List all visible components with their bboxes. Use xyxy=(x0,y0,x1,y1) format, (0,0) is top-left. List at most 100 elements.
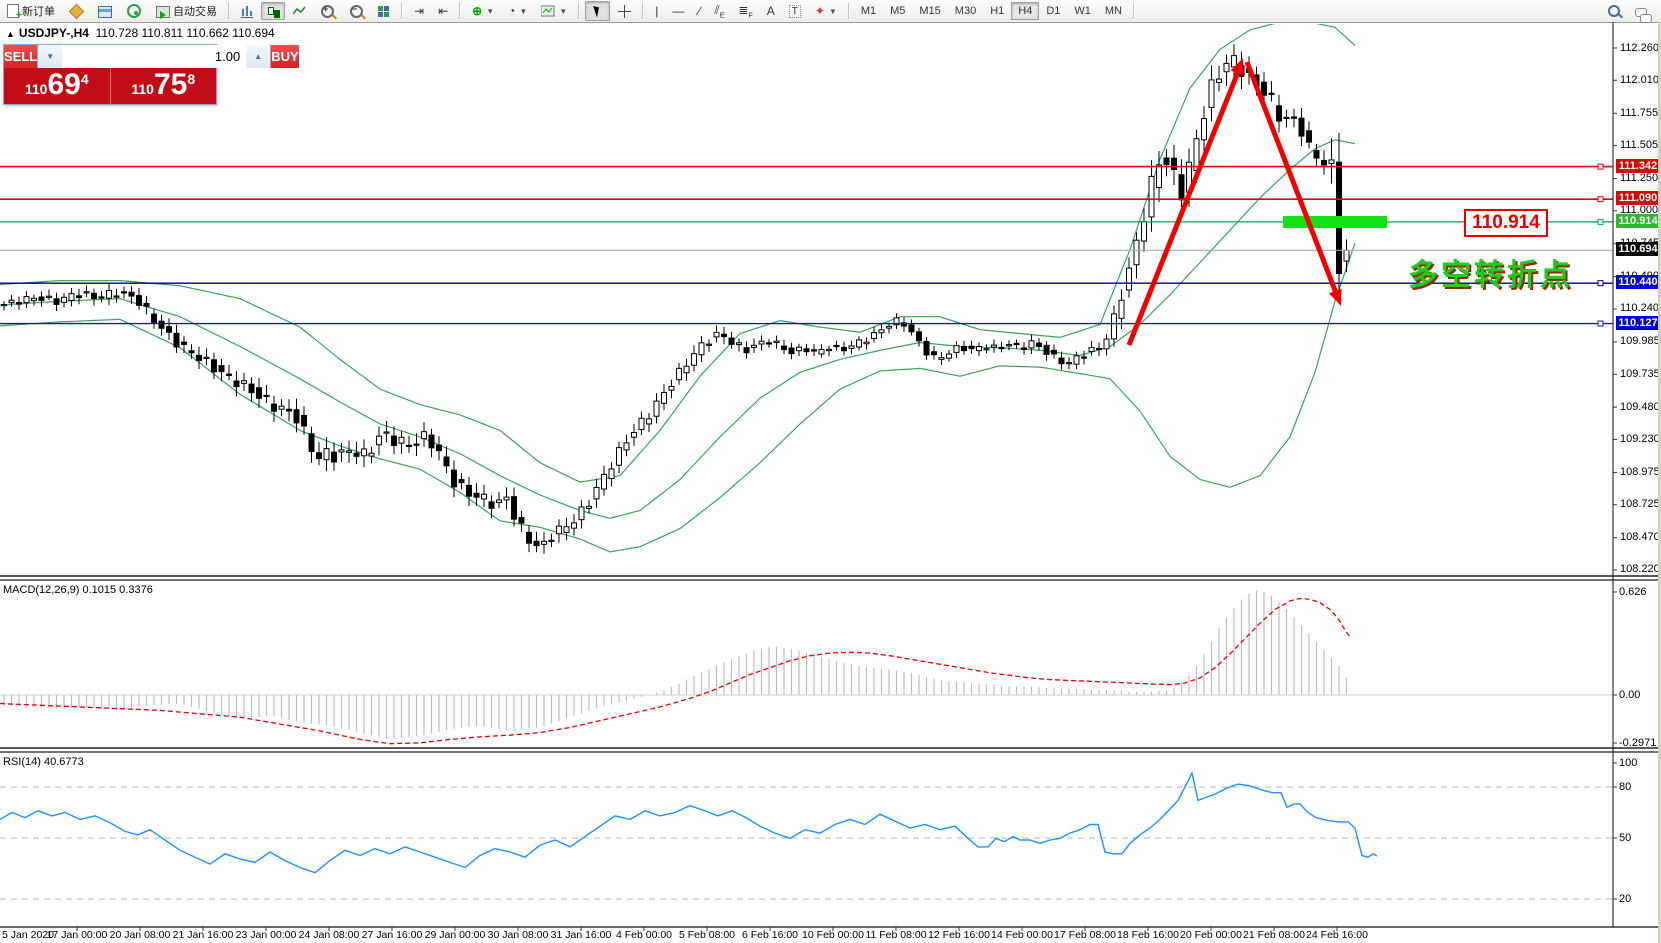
time-tick-label: 21 Jan 16:00 xyxy=(172,929,234,941)
trend-arrow-up[interactable] xyxy=(1126,71,1241,346)
dropdown-arrow-icon: ▼ xyxy=(486,6,495,16)
hline-marker[interactable] xyxy=(1597,163,1604,170)
price-callout-label[interactable]: 110.914 xyxy=(1464,209,1548,237)
zoom-out-icon: − xyxy=(350,4,363,18)
zoom-in-button[interactable]: + xyxy=(314,1,341,22)
time-tick-label: 4 Feb 00:00 xyxy=(615,929,673,941)
macd-signal-line xyxy=(0,597,1351,745)
auto-trading-icon xyxy=(156,6,170,19)
templates-button[interactable]: ▼ xyxy=(535,1,573,21)
cursor-tool-button[interactable] xyxy=(585,1,611,21)
hline-marker[interactable] xyxy=(1597,320,1604,327)
hline-marker[interactable] xyxy=(1597,218,1604,225)
candle-chart-button[interactable] xyxy=(261,2,285,20)
timeframe-h1-button[interactable]: H1 xyxy=(990,5,1005,17)
auto-scroll-icon: ⇥ xyxy=(414,4,425,18)
support-zone-bar[interactable] xyxy=(1283,216,1387,228)
sell-price[interactable]: 110 69 4 xyxy=(4,68,111,104)
line-chart-button[interactable] xyxy=(287,2,312,20)
new-order-label: 新订单 xyxy=(22,6,55,18)
price-tick-label: 109.735 xyxy=(1620,367,1660,380)
time-tick-label: 20 Jan 08:00 xyxy=(109,929,171,941)
signals-button[interactable] xyxy=(120,0,148,22)
vertical-line-icon: | xyxy=(655,4,659,18)
price-tick-label: 111.250 xyxy=(1620,171,1659,184)
time-tick-label: 20 Feb 00:00 xyxy=(1180,929,1242,941)
volume-input[interactable] xyxy=(62,45,247,68)
chevron-up-icon: ▲ xyxy=(254,52,263,61)
time-tick-label: 27 Jan 16:00 xyxy=(361,929,423,941)
chart-shift-button[interactable]: ⇤ xyxy=(432,1,454,21)
timeframe-m30-button[interactable]: M30 xyxy=(954,5,977,17)
indicator-tick-label: 0.00 xyxy=(1619,689,1641,701)
crosshair-tool-button[interactable] xyxy=(612,2,637,21)
timeframe-m15-button[interactable]: M15 xyxy=(919,5,941,17)
rsi-line xyxy=(0,770,1378,874)
hline-marker[interactable] xyxy=(1597,196,1604,203)
timeframe-mn-button[interactable]: MN xyxy=(1104,5,1122,17)
price-badge-110.127: 110.127 xyxy=(1616,315,1660,330)
sell-button[interactable]: SELL xyxy=(4,45,38,68)
time-tick-label: 30 Jan 08:00 xyxy=(487,929,549,941)
indicators-icon: ⊕ xyxy=(472,4,483,18)
auto-scroll-button[interactable]: ⇥ xyxy=(408,1,430,21)
zoom-out-button[interactable]: − xyxy=(343,1,370,22)
text-label-tool-button[interactable]: T xyxy=(783,2,807,21)
price-tick-label: 109.230 xyxy=(1620,432,1660,445)
search-button[interactable] xyxy=(1601,1,1627,21)
indicators-button[interactable]: ⊕ ▼ xyxy=(466,1,500,21)
time-tick-label: 10 Feb 00:00 xyxy=(802,929,864,941)
timeframe-m1-button[interactable]: M1 xyxy=(860,5,877,17)
chat-button[interactable] xyxy=(1629,3,1653,23)
volume-stepper: ▼ ▲ xyxy=(37,45,272,68)
bollinger-lower-band xyxy=(0,242,1356,553)
vline-tool-button[interactable]: | xyxy=(649,1,664,21)
toolbar-separator xyxy=(642,3,645,19)
crosshair-icon xyxy=(618,4,632,18)
tile-windows-button[interactable] xyxy=(372,2,396,20)
volume-decrease-button[interactable]: ▼ xyxy=(38,45,63,68)
trendline-tool-button[interactable]: ∕ xyxy=(692,1,706,21)
market-watch-button[interactable] xyxy=(92,1,118,21)
buy-price[interactable]: 110 75 8 xyxy=(111,68,217,104)
window-edge xyxy=(1658,22,1661,943)
timeframe-d1-button[interactable]: D1 xyxy=(1046,5,1061,17)
trend-arrow-up-head xyxy=(1230,58,1244,76)
toolbar-separator xyxy=(459,3,462,19)
timeframe-h4-button[interactable]: H4 xyxy=(1011,2,1040,20)
timeframe-w1-button[interactable]: W1 xyxy=(1074,5,1091,17)
trendline-icon: ∕ xyxy=(698,4,701,18)
buy-price-figure: 110 xyxy=(131,81,154,97)
text-tool-button[interactable]: A xyxy=(761,1,781,21)
zoom-in-icon: + xyxy=(321,4,334,18)
time-tick-label: 21 Feb 08:00 xyxy=(1243,929,1305,941)
arrows-tool-button[interactable]: ✦ ▼ xyxy=(809,1,843,21)
price-tick-label: 111.000 xyxy=(1620,204,1659,217)
price-badge-110.914: 110.914 xyxy=(1616,213,1660,228)
price-tick-label: 108.470 xyxy=(1620,531,1660,544)
sell-price-pips: 69 xyxy=(47,68,81,101)
arrows-icon: ✦ xyxy=(814,4,825,18)
volume-increase-button[interactable]: ▲ xyxy=(246,45,271,68)
toolbar-separator xyxy=(1133,3,1135,19)
macd-label: MACD(12,26,9) 0.1015 0.3376 xyxy=(3,584,153,596)
auto-trading-button[interactable]: 自动交易 xyxy=(150,0,223,22)
channel-tool-button[interactable]: ⫽E xyxy=(708,0,730,22)
periods-button[interactable]: ◔ ▼ xyxy=(502,1,533,21)
hline-tool-button[interactable]: — xyxy=(666,1,690,21)
price-tick-label: 111.505 xyxy=(1620,139,1659,152)
bar-chart-button[interactable] xyxy=(235,2,259,21)
time-tick-label: 6 Feb 16:00 xyxy=(741,929,799,941)
toolbar-separator xyxy=(228,3,230,19)
trend-arrow-down[interactable] xyxy=(1244,61,1339,294)
new-order-button[interactable]: 新订单 xyxy=(1,0,61,22)
indicator-tick-label: 0.626 xyxy=(1619,586,1647,598)
sell-price-point: 4 xyxy=(80,71,89,87)
price-tick-label: 109.480 xyxy=(1620,400,1660,413)
buy-button[interactable]: BUY xyxy=(271,45,299,68)
time-tick-label: 24 Feb 16:00 xyxy=(1306,929,1368,941)
fibonacci-tool-button[interactable]: ≣F xyxy=(732,0,758,22)
timeframe-m5-button[interactable]: M5 xyxy=(890,5,906,17)
hline-marker[interactable] xyxy=(1597,280,1604,287)
turning-point-text[interactable]: 多空转折点 xyxy=(1408,259,1573,292)
